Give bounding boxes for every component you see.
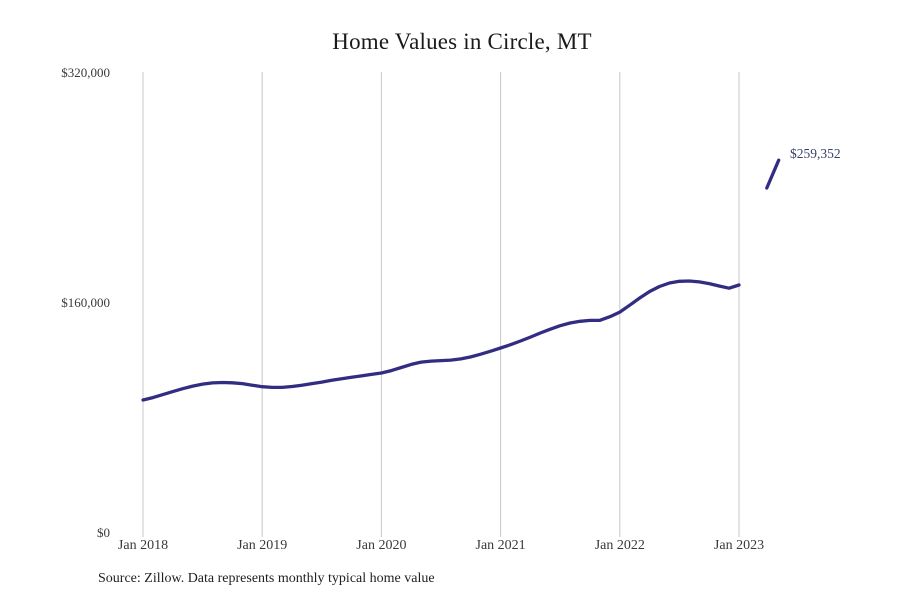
x-axis-tick-label: Jan 2020	[356, 538, 407, 553]
y-axis-tick-label: $0	[97, 525, 110, 540]
x-axis-tick-label: Jan 2023	[713, 538, 765, 553]
home-value-line-final-segment	[765, 158, 781, 190]
x-axis-tick-label: Jan 2019	[237, 538, 288, 553]
home-value-line	[141, 279, 741, 402]
source-note: Source: Zillow. Data represents monthly …	[98, 571, 435, 586]
vertical-gridlines	[142, 72, 740, 537]
x-axis-tick-label: Jan 2018	[117, 538, 169, 553]
chart-title: Home Values in Circle, MT	[332, 29, 592, 54]
latest-value-label: $259,352	[790, 146, 841, 161]
x-axis-tick-label: Jan 2022	[594, 538, 645, 553]
x-axis-tick-label: Jan 2021	[475, 538, 526, 553]
y-axis-tick-label: $320,000	[61, 65, 110, 80]
y-axis-tick-label: $160,000	[61, 295, 110, 310]
